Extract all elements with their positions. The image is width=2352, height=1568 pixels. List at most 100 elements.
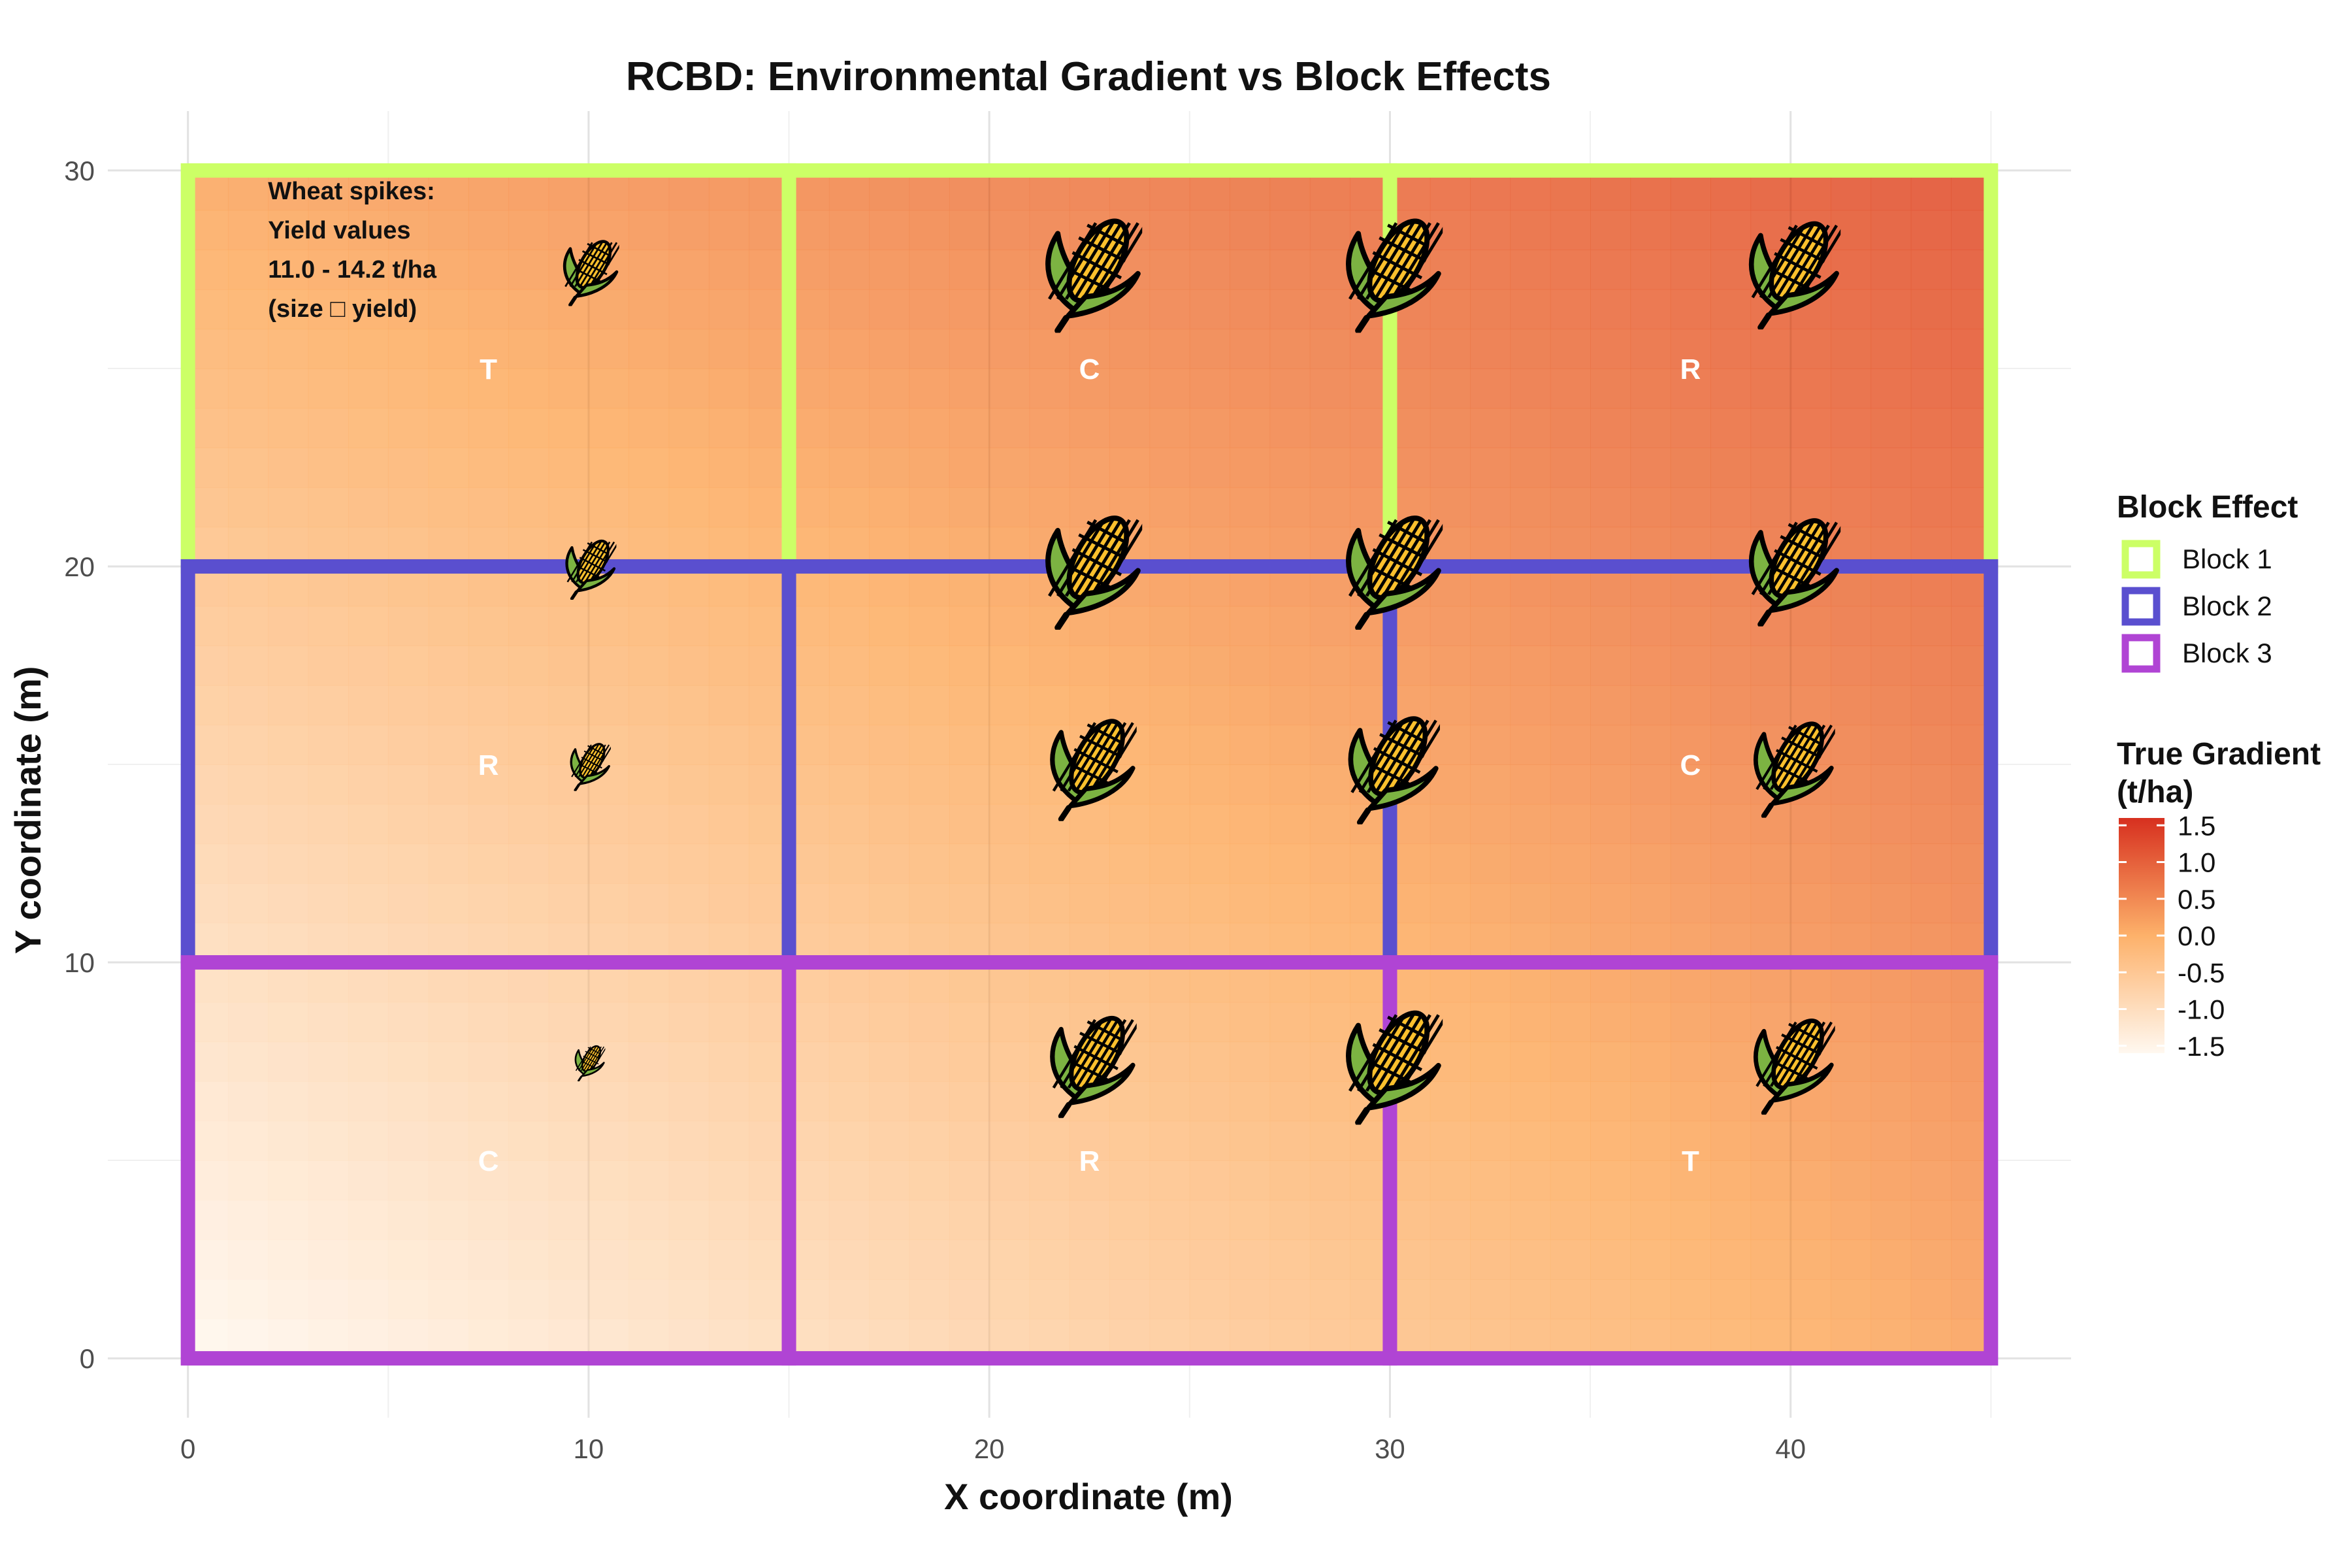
- gradient-cell: [828, 1239, 870, 1280]
- gradient-cell: [1029, 448, 1070, 488]
- gradient-cell: [1630, 448, 1671, 488]
- gradient-cell: [989, 368, 1030, 409]
- gradient-cell: [668, 725, 710, 765]
- gradient-cell: [708, 804, 750, 845]
- gradient-cell: [1470, 1200, 1511, 1241]
- gradient-cell: [1630, 1002, 1671, 1043]
- gradient-cell: [1429, 685, 1471, 726]
- gradient-cell: [629, 1120, 670, 1161]
- gradient-cell: [1269, 1081, 1311, 1122]
- gradient-cell: [1910, 1200, 1952, 1241]
- gradient-cell: [828, 329, 870, 369]
- gradient-cell: [1309, 1120, 1350, 1161]
- gradient-cell: [1910, 1002, 1952, 1043]
- gradient-cell: [1510, 329, 1551, 369]
- gradient-cell: [668, 448, 710, 488]
- gradient-cell: [1710, 487, 1752, 528]
- gradient-cell: [1790, 1120, 1831, 1161]
- gradient-cell: [629, 368, 670, 409]
- gradient-cell: [1149, 883, 1190, 924]
- gradient-cell: [1149, 1002, 1190, 1043]
- gradient-cell: [1590, 1200, 1631, 1241]
- gradient-cell: [428, 210, 469, 250]
- gradient-cell: [708, 1081, 750, 1122]
- gradient-cell: [1831, 843, 1872, 884]
- gradient-cell: [1590, 487, 1631, 528]
- gradient-cell: [1069, 804, 1110, 845]
- gradient-cell: [949, 883, 990, 924]
- gradient-cell: [1670, 329, 1711, 369]
- gradient-cell: [268, 368, 309, 409]
- gradient-cell: [388, 1041, 429, 1082]
- gradient-cell: [869, 289, 910, 330]
- gradient-cell: [1230, 645, 1271, 686]
- gradient-cell: [1630, 1081, 1671, 1122]
- gradient-cell: [1750, 448, 1791, 488]
- gradient-cell: [1750, 487, 1791, 528]
- gradient-cell: [1870, 1200, 1912, 1241]
- gradient-cell: [1550, 1160, 1591, 1201]
- gradient-cell: [348, 1200, 389, 1241]
- gradient-cell: [1510, 1239, 1551, 1280]
- gradient-cell: [1590, 368, 1631, 409]
- gradient-cell: [1750, 368, 1791, 409]
- gradient-cell: [949, 1041, 990, 1082]
- annotation-line: (size □ yield): [268, 295, 417, 323]
- gradient-cell: [1309, 289, 1350, 330]
- gradient-cell: [708, 843, 750, 884]
- gradient-cell: [989, 1002, 1030, 1043]
- gradient-cell: [428, 764, 469, 805]
- gradient-cell: [588, 883, 630, 924]
- gradient-cell: [909, 448, 950, 488]
- gradient-cell: [1309, 250, 1350, 290]
- gradient-cell: [1710, 843, 1752, 884]
- gradient-cell: [1029, 685, 1070, 726]
- gradient-cell: [1510, 843, 1551, 884]
- gradient-cell: [1149, 1239, 1190, 1280]
- gradient-cell: [308, 368, 349, 409]
- gradient-cell: [1670, 804, 1711, 845]
- gradient-cell: [949, 804, 990, 845]
- gradient-cell: [1910, 250, 1952, 290]
- gradient-cell: [268, 1239, 309, 1280]
- gradient-cell: [1189, 606, 1230, 646]
- gradient-cell: [308, 487, 349, 528]
- gradient-cell: [1750, 685, 1791, 726]
- gradient-cell: [1910, 448, 1952, 488]
- gradient-cell: [1309, 368, 1350, 409]
- gradient-cell: [428, 725, 469, 765]
- gradient-cell: [1230, 764, 1271, 805]
- gradient-cell: [949, 1120, 990, 1161]
- gradient-cell: [1831, 804, 1872, 845]
- gradient-cell: [629, 1002, 670, 1043]
- gradient-cell: [348, 685, 389, 726]
- gradient-cell: [428, 1239, 469, 1280]
- gradient-cell: [909, 804, 950, 845]
- gradient-cell: [629, 487, 670, 528]
- gradient-cell: [629, 764, 670, 805]
- gradient-cell: [468, 764, 510, 805]
- gradient-cell: [1870, 1120, 1912, 1161]
- gradient-cell: [1269, 1041, 1311, 1082]
- gradient-cell: [588, 448, 630, 488]
- gradient-cell: [1149, 487, 1190, 528]
- gradient-cell: [1470, 408, 1511, 448]
- gradient-cell: [308, 1279, 349, 1320]
- gradient-cell: [1590, 725, 1631, 765]
- gradient-cell: [989, 1200, 1030, 1241]
- gradient-cell: [428, 685, 469, 726]
- gradient-cell: [1831, 1239, 1872, 1280]
- gradient-cell: [227, 843, 269, 884]
- gradient-cell: [388, 448, 429, 488]
- treatment-label: C: [478, 1145, 499, 1177]
- gradient-cell: [1870, 843, 1912, 884]
- gradient-cell: [1831, 210, 1872, 250]
- gradient-cell: [428, 1081, 469, 1122]
- gradient-cell: [1429, 1002, 1471, 1043]
- gradient-cell: [548, 408, 589, 448]
- gradient-cell: [1670, 725, 1711, 765]
- gradient-cell: [949, 606, 990, 646]
- gradient-cell: [1630, 883, 1671, 924]
- gradient-cell: [1710, 883, 1752, 924]
- gradient-cell: [468, 1002, 510, 1043]
